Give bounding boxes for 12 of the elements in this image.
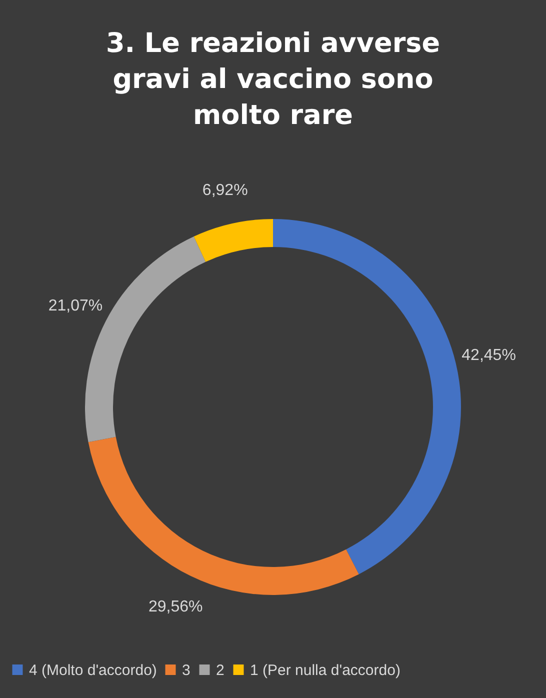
chart-title: 3. Le reazioni avverse gravi al vaccino sono molto rare xyxy=(106,28,440,131)
legend-label: 4 (Molto d'accordo) xyxy=(29,662,157,679)
data-label: 42,45% xyxy=(462,346,516,364)
data-label: 29,56% xyxy=(148,598,203,616)
donut-slice xyxy=(273,219,461,574)
data-label: 6,92% xyxy=(202,182,248,200)
donut-slice xyxy=(88,436,359,595)
legend-label: 3 xyxy=(182,662,190,679)
donut-slice xyxy=(194,219,273,262)
legend-label: 2 xyxy=(216,662,224,679)
legend-label: 1 (Per nulla d'accordo) xyxy=(250,662,400,679)
data-label: 21,07% xyxy=(48,298,103,315)
